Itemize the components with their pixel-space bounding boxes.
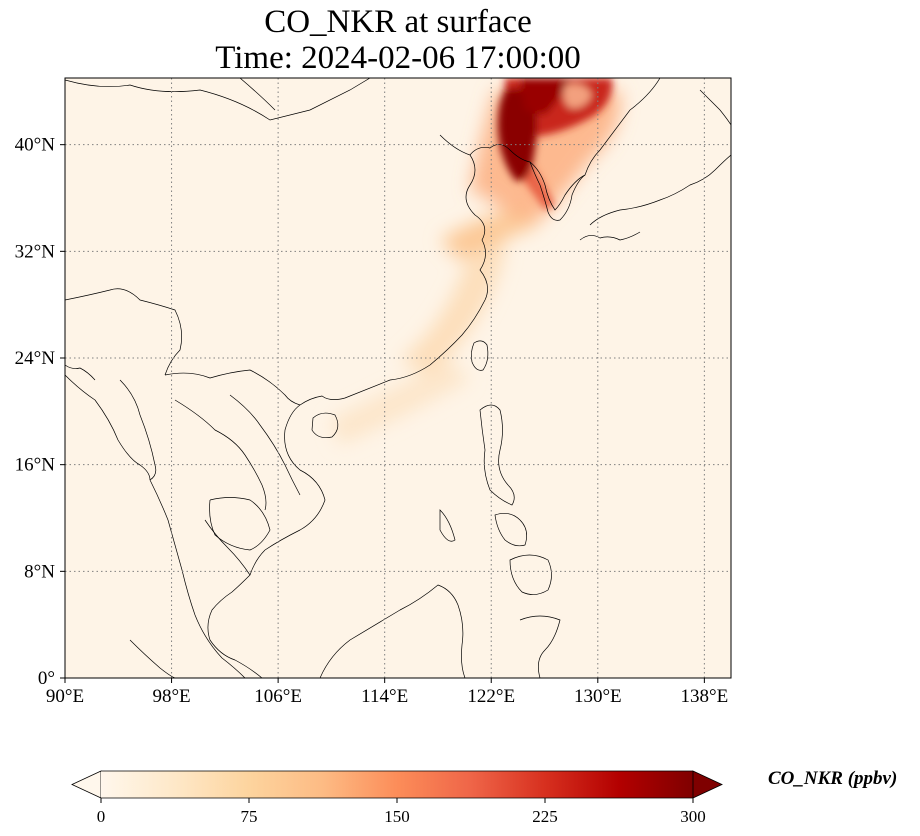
border-myanmar-thailand: [119, 379, 157, 481]
plume-north-korea-manchuria-core: [497, 88, 537, 181]
india-bangladesh-coastline: [65, 364, 96, 381]
japan-kyushu-shikoku-coastline: [579, 231, 641, 241]
border-cambodia: [209, 497, 271, 551]
border-china-laos-vietnam: [164, 369, 301, 406]
sumatra-coastline: [129, 639, 176, 678]
colorbar-ticks: 0 75 150 225 300: [97, 798, 706, 826]
longitude-axis: 90°E 98°E 106°E 114°E 122°E 130°E 138°E: [46, 678, 728, 707]
lat-tick-label-0: 0°: [38, 668, 55, 689]
lon-tick-label-5: 130°E: [574, 686, 622, 707]
plume-south-china-sea-band: [330, 360, 470, 445]
lon-tick-label-0: 90°E: [46, 686, 84, 707]
korean-peninsula-coastline: [529, 161, 586, 221]
border-thailand-laos: [174, 399, 267, 511]
plume-core-north: [520, 78, 570, 115]
lat-tick-label-3: 24°N: [15, 348, 56, 369]
lat-tick-label-4: 32°N: [15, 241, 56, 262]
colorbar-extend-max-arrow: [692, 770, 723, 799]
colorbar-tick-label-1: 75: [241, 807, 258, 826]
palawan-coastline: [439, 509, 456, 542]
lat-tick-label-2: 16°N: [15, 455, 56, 476]
lon-tick-label-2: 106°E: [254, 686, 302, 707]
china-northeast-coastline: [469, 78, 661, 211]
lon-tick-label-4: 122°E: [467, 686, 515, 707]
colorbar-tick-label-4: 300: [680, 807, 706, 826]
border-laos-vietnam: [229, 394, 301, 496]
colorbar-tick-label-3: 225: [532, 807, 558, 826]
latitude-axis: 0° 8°N 16°N 24°N 32°N 40°N: [15, 135, 65, 689]
lon-tick-label-1: 98°E: [152, 686, 190, 707]
sulawesi-coastline: [519, 615, 561, 678]
japan-honshu-coastline: [589, 154, 731, 226]
malay-peninsula-coastline: [149, 479, 246, 678]
border-china-myanmar: [65, 288, 182, 376]
coastlines-borders: [65, 78, 731, 678]
co-plume-field: [330, 78, 621, 445]
border-china-russia-north: [65, 78, 371, 121]
border-china-mongolia: [239, 78, 276, 111]
borneo-coastline: [319, 584, 466, 678]
gulf-of-thailand-coastline: [204, 519, 251, 576]
plume-yellow-sea-tail: [440, 210, 540, 260]
luzon-coastline: [479, 404, 515, 506]
mainland-east-asia-coastline: [264, 134, 488, 551]
plume-light-patch: [563, 83, 592, 109]
chart-title: CO_NKR at surface: [264, 4, 532, 40]
philippine-islands-coastline: [494, 513, 527, 547]
lat-tick-label-5: 40°N: [15, 135, 56, 156]
mindanao-coastline: [509, 554, 552, 595]
japan-hokkaido-coastline: [699, 89, 731, 126]
colorbar-tick-label-0: 0: [97, 807, 106, 826]
colorbar-label: CO_NKR (ppbv): [768, 768, 898, 789]
hainan-coastline: [311, 412, 339, 439]
taiwan-coastline: [470, 340, 489, 371]
colorbar-tick-label-2: 150: [384, 807, 410, 826]
myanmar-coastline: [65, 374, 151, 481]
map-background-field: [65, 78, 731, 678]
colorbar: 0 75 150 225 300: [71, 770, 723, 826]
lon-tick-label-3: 114°E: [361, 686, 408, 707]
plume-east-china-coast-band: [400, 230, 505, 375]
map-frame: [64, 77, 732, 679]
chart-subtitle-time: Time: 2024-02-06 17:00:00: [215, 40, 581, 76]
lon-tick-label-6: 138°E: [681, 686, 729, 707]
colorbar-extend-min-arrow: [71, 770, 102, 799]
lat-tick-label-1: 8°N: [24, 561, 55, 582]
colorbar-gradient: [101, 771, 693, 798]
